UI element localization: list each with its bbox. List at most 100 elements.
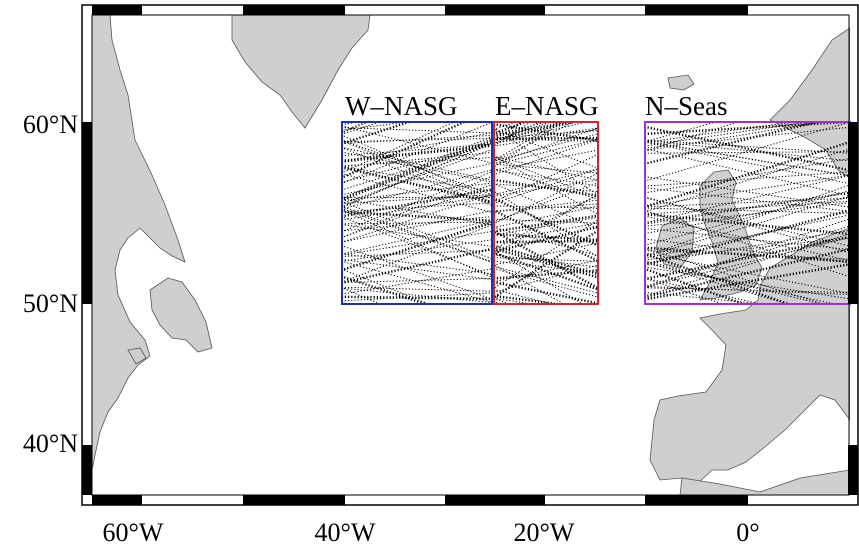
y-axis-labels: 60°N 50°N 40°N (23, 110, 78, 458)
ship-track (342, 219, 492, 255)
frame-segment (645, 5, 748, 15)
frame-segment (82, 122, 92, 304)
ship-track (645, 151, 850, 154)
ship-track (342, 247, 492, 285)
ship-track (645, 246, 850, 264)
frame-segment (848, 122, 858, 304)
cape-breton-island (127, 347, 147, 365)
ship-track (494, 229, 598, 299)
ship-track (645, 247, 825, 304)
ship-track (494, 138, 598, 142)
ship-track (342, 131, 492, 163)
ship-track (342, 122, 468, 179)
ship-track (342, 210, 492, 222)
ship-track (342, 193, 492, 243)
region-box (493, 121, 599, 305)
ship-track (342, 122, 413, 145)
iberia-north-africa-strip (679, 469, 850, 495)
ship-track (494, 127, 598, 165)
region-label-w-nasg: W–NASG (345, 91, 458, 121)
ship-track (645, 197, 850, 247)
ship-track (645, 277, 763, 304)
ship-track (645, 189, 850, 246)
ship-track (342, 137, 492, 143)
frame-segment (848, 445, 858, 495)
x-tick-label: 20°W (514, 518, 575, 547)
ship-track (494, 155, 598, 181)
ship-track (494, 264, 598, 293)
ship-tracks (342, 122, 850, 304)
ship-track (494, 226, 598, 257)
y-tick-label: 40°N (23, 429, 78, 458)
ship-track (645, 148, 850, 197)
ship-track (494, 225, 598, 253)
region-labels: W–NASG E–NASG N–Seas (345, 91, 728, 121)
greenland (231, 15, 371, 129)
ship-track (494, 239, 598, 244)
ship-track (494, 190, 598, 258)
frame-segment (92, 5, 142, 15)
ship-track (645, 174, 850, 207)
ship-track (494, 209, 598, 263)
ship-track (645, 122, 850, 182)
ship-track (342, 134, 492, 200)
ship-track (342, 209, 492, 278)
ship-track (494, 138, 598, 166)
y-tick-label: 50°N (23, 289, 78, 318)
ship-track (494, 219, 598, 289)
ship-track (494, 257, 598, 262)
ship-track (494, 136, 598, 140)
map-frame (81, 4, 859, 506)
north-america (92, 15, 186, 471)
continental-europe (649, 227, 850, 486)
ship-track (342, 169, 492, 210)
ship-track (342, 286, 492, 292)
frame-segment (243, 495, 345, 505)
ship-track (494, 128, 598, 196)
ship-track (494, 155, 598, 215)
ship-track (342, 292, 492, 302)
newfoundland (149, 277, 213, 353)
ship-track (645, 266, 850, 300)
ship-track (645, 139, 850, 154)
ship-track (494, 172, 598, 225)
ship-track (342, 149, 492, 205)
ship-track (494, 197, 598, 247)
ship-track (645, 229, 850, 264)
ship-track (494, 244, 598, 276)
ship-track (342, 194, 492, 204)
iceland (667, 74, 695, 91)
region-label-e-nasg: E–NASG (495, 91, 599, 121)
ship-track (494, 251, 598, 291)
ship-track (342, 260, 492, 303)
ship-track (342, 209, 492, 243)
ship-track (494, 233, 598, 242)
ship-track (494, 133, 598, 162)
ship-track (645, 207, 850, 214)
ship-track (645, 192, 850, 225)
ship-track (494, 138, 598, 176)
ship-track (342, 222, 492, 271)
ship-track (645, 191, 850, 224)
ship-track (645, 197, 850, 208)
ship-track (342, 201, 492, 260)
ship-track (645, 261, 790, 304)
ship-track (342, 143, 492, 208)
frame-segment (92, 495, 142, 505)
frame-segment (645, 495, 748, 505)
ship-track (645, 184, 850, 257)
ireland (655, 217, 695, 269)
ship-track (342, 122, 456, 174)
ship-track (342, 142, 492, 209)
region-boxes (341, 121, 851, 305)
ship-track (342, 173, 492, 213)
x-axis-labels: 60°W 40°W 20°W 0° (103, 518, 760, 547)
ship-track (342, 157, 492, 167)
ship-track (645, 148, 850, 213)
track-cluster (645, 122, 850, 304)
ship-track (645, 212, 850, 236)
ship-track (494, 205, 598, 209)
frame-segment (445, 5, 545, 15)
ship-track (342, 245, 492, 300)
